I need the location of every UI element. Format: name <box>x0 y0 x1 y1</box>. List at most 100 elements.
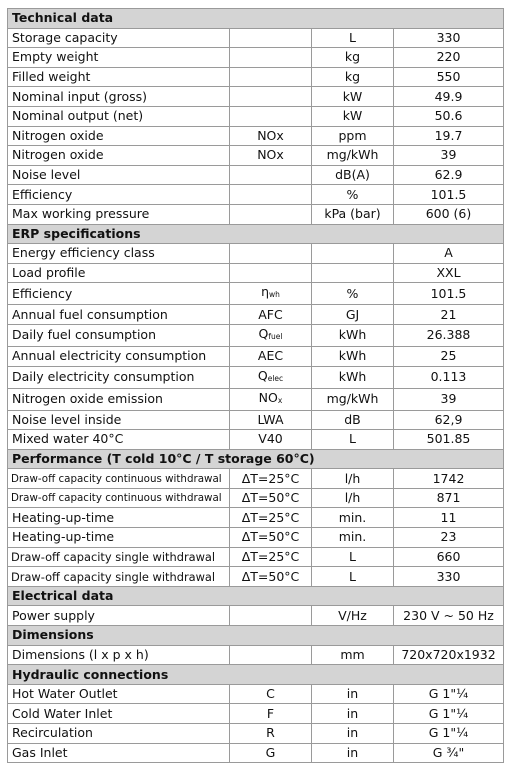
spec-unit: kWh <box>311 365 394 389</box>
spec-symbol-text: ΔT=50°C <box>241 529 300 545</box>
spec-symbol: ΔT=25°C <box>229 507 312 529</box>
spec-row: Empty weight kg 220 <box>7 47 504 68</box>
spec-symbol-text: NOx <box>257 127 284 143</box>
spec-value: G 1"¼ <box>393 683 504 705</box>
spec-unit: kPa (bar) <box>311 203 394 225</box>
spec-symbol: V40 <box>229 429 312 450</box>
spec-label: Dimensions (l x p x h) <box>7 644 230 666</box>
spec-unit: in <box>311 723 394 744</box>
spec-symbol-text: AEC <box>257 348 284 364</box>
spec-symbol-text: ΔT=25°C <box>241 548 300 564</box>
spec-row: Heating-up-time ΔT=25°C min. 11 <box>7 507 504 529</box>
spec-row: Heating-up-time ΔT=50°C min. 23 <box>7 527 504 548</box>
spec-symbol: NOx <box>229 145 312 166</box>
spec-unit: dB(A) <box>311 164 394 186</box>
spec-unit: min. <box>311 527 394 548</box>
spec-row: Draw-off capacity single withdrawal ΔT=50… <box>7 566 504 587</box>
spec-symbol: Qfuel <box>229 323 312 347</box>
spec-symbol <box>229 86 312 107</box>
spec-row: Max working pressure kPa (bar) 600 (6) <box>7 203 504 225</box>
spec-row: Annual fuel consumption AFC GJ 21 <box>7 304 504 325</box>
spec-unit: kW <box>311 86 394 107</box>
spec-unit: kWh <box>311 345 394 367</box>
spec-symbol: G <box>229 742 312 764</box>
spec-label: Power supply <box>7 605 230 627</box>
spec-symbol <box>229 47 312 68</box>
spec-value: 101.5 <box>393 282 504 306</box>
spec-row: Energy efficiency class A <box>7 243 504 264</box>
spec-symbol-text: F <box>266 705 275 721</box>
spec-symbol-text: AFC <box>258 306 283 322</box>
spec-value: 49.9 <box>393 86 504 107</box>
spec-row: Efficiency% 101.5 <box>7 184 504 205</box>
spec-value: 330 <box>393 566 504 587</box>
spec-value: 50.6 <box>393 105 504 127</box>
section-title: ERP specifications <box>7 223 504 245</box>
spec-row: Nominal input (gross) kW 49.9 <box>7 86 504 107</box>
spec-symbol-text: V40 <box>258 431 283 447</box>
spec-unit: V/Hz <box>311 605 394 627</box>
spec-symbol-text: NOx <box>257 147 284 163</box>
spec-label: Daily fuel consumption <box>7 323 230 347</box>
spec-row: Nitrogen oxide emission NOx mg/kWh 39 <box>7 387 504 411</box>
spec-value: 220 <box>393 47 504 68</box>
spec-symbol-text: Q <box>258 325 269 341</box>
spec-label: Empty weight <box>7 47 230 68</box>
spec-row: Noise level dB(A) 62.9 <box>7 164 504 186</box>
spec-symbol-text: ΔT=25°C <box>241 470 300 486</box>
spec-unit: min. <box>311 507 394 529</box>
section-header: Electrical data <box>7 585 504 607</box>
spec-value: 1742 <box>393 468 504 489</box>
spec-symbol: ΔT=25°C <box>229 468 312 489</box>
section-title: Dimensions <box>7 625 504 646</box>
spec-symbol: ηwh <box>229 282 312 306</box>
spec-symbol: NOx <box>229 387 312 411</box>
spec-value: XXL <box>393 262 504 284</box>
section-title: Electrical data <box>7 585 504 607</box>
spec-unit: kg <box>311 47 394 68</box>
spec-label: Nitrogen oxide emission <box>7 387 230 411</box>
spec-value: 0.113 <box>393 365 504 389</box>
spec-value: A <box>393 243 504 264</box>
spec-symbol-subscript: x <box>277 395 283 405</box>
spec-unit: mm <box>311 644 394 666</box>
spec-value: G 1"¼ <box>393 723 504 744</box>
spec-label: Efficiency <box>7 282 230 306</box>
spec-label: Daily electricity consumption <box>7 365 230 389</box>
spec-unit: GJ <box>311 304 394 325</box>
spec-value: 62,9 <box>393 409 504 431</box>
spec-symbol: AEC <box>229 345 312 367</box>
spec-symbol-text: R <box>266 725 275 741</box>
spec-symbol: ΔT=25°C <box>229 546 312 568</box>
spec-label: Nitrogen oxide <box>7 125 230 147</box>
spec-unit: dB <box>311 409 394 431</box>
spec-unit: in <box>311 742 394 764</box>
spec-symbol: ΔT=50°C <box>229 487 312 509</box>
spec-row: Draw-off capacity continuous withdrawal Δ… <box>7 487 504 509</box>
spec-symbol-text: Q <box>257 367 268 383</box>
spec-value: 600 (6) <box>393 203 504 225</box>
spec-row: Storage capacity L 330 <box>7 27 504 49</box>
spec-label: Heating-up-time <box>7 527 230 548</box>
spec-unit: % <box>311 184 394 205</box>
spec-row: Power supply V/Hz 230 V ~ 50 Hz <box>7 605 504 627</box>
spec-value: 501.85 <box>393 429 504 450</box>
section-header: ERP specifications <box>7 223 504 245</box>
spec-label: Annual fuel consumption <box>7 304 230 325</box>
spec-value: 26.388 <box>393 323 504 347</box>
spec-symbol: NOx <box>229 125 312 147</box>
spec-symbol <box>229 203 312 225</box>
spec-value: 720x720x1932 <box>393 644 504 666</box>
spec-symbol: LWA <box>229 409 312 431</box>
spec-unit: L <box>311 566 394 587</box>
spec-unit: kWh <box>311 323 394 347</box>
spec-symbol-text: ΔT=50°C <box>241 490 300 506</box>
spec-unit: L <box>311 27 394 49</box>
spec-unit: L <box>311 429 394 450</box>
spec-symbol: ΔT=50°C <box>229 566 312 587</box>
spec-unit: mg/kWh <box>311 145 394 166</box>
spec-value: 21 <box>393 304 504 325</box>
spec-symbol-text: LWA <box>257 411 284 427</box>
